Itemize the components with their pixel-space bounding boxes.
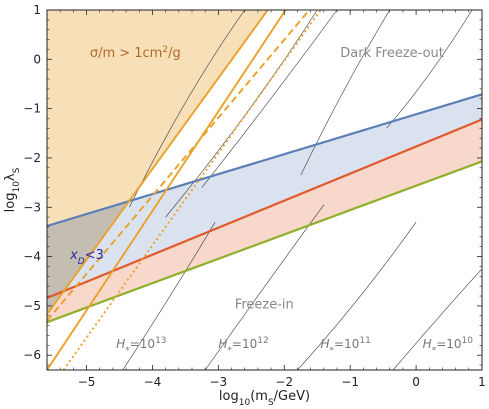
- x-tick-label: −5: [78, 375, 96, 389]
- y-tick-label: −5: [23, 299, 41, 313]
- region-labels: σ/m > 1cm2/g Dark Freeze-out Freeze-in xD<3…: [69, 45, 473, 356]
- x-tick-label: 1: [478, 375, 486, 389]
- x-tick-label: −2: [275, 375, 293, 389]
- hubble-contours: [122, 10, 482, 370]
- axis-labels: log10(mS/GeV) log10λS: [3, 167, 310, 408]
- y-tick-label: 1: [33, 3, 41, 17]
- plot-frame: [46, 9, 483, 371]
- y-axis-label: log10λS: [3, 167, 22, 212]
- hubble-contour-2: [201, 10, 338, 188]
- orange-solid-2-line: [47, 10, 287, 370]
- hubble-contour-1: [165, 10, 318, 218]
- boundary-lines: [47, 10, 482, 370]
- y-tick-label: 0: [33, 52, 41, 66]
- hubble-contour-3: [300, 10, 390, 176]
- hubble-contour-4: [386, 10, 473, 129]
- annotation-dark: Dark Freeze-out: [340, 46, 444, 61]
- h-star-label-10: H*=1010: [423, 336, 474, 356]
- hubble-contour-8: [392, 268, 482, 370]
- x-tick-label: −3: [210, 375, 228, 389]
- red-boundary-line: [47, 118, 482, 300]
- freeze-in-band: [47, 119, 482, 323]
- plot-border: [46, 9, 483, 371]
- x-tick-label: −4: [144, 375, 162, 389]
- axis-ticks: −5 −4 −3 −2 −1 0 1 1 0 −1 −2 −3 −4 −5 −6: [23, 3, 486, 389]
- h-star-label-12: H*=1012: [218, 336, 268, 356]
- annotation-freezein: Freeze-in: [235, 297, 294, 312]
- orange-solid-1-line: [47, 10, 269, 315]
- y-tick-label: −1: [23, 102, 41, 116]
- x-tick-label: 0: [412, 375, 420, 389]
- y-tick-label: −4: [23, 250, 41, 264]
- green-boundary-line: [47, 160, 482, 324]
- h-star-label-11: H*=1011: [321, 336, 371, 356]
- hubble-contour-7: [297, 221, 417, 370]
- orange-dotted-line: [62, 10, 322, 370]
- dark-freeze-out-band: [47, 94, 482, 298]
- y-tick-label: −3: [23, 200, 41, 214]
- annotation-xd: xD<3: [69, 248, 104, 267]
- y-tick-label: −6: [23, 348, 41, 362]
- y-tick-label: −2: [23, 151, 41, 165]
- hubble-contour-5: [122, 221, 216, 370]
- hubble-contour-0: [129, 10, 245, 208]
- x-tick-label: −1: [341, 375, 359, 389]
- h-star-label-13: H*=1013: [116, 336, 166, 356]
- x-axis-label: log10(mS/GeV): [219, 389, 310, 408]
- orange-dashed-line: [47, 10, 311, 322]
- blue-boundary-line: [47, 93, 482, 228]
- annotation-sigma: σ/m > 1cm2/g: [90, 45, 181, 61]
